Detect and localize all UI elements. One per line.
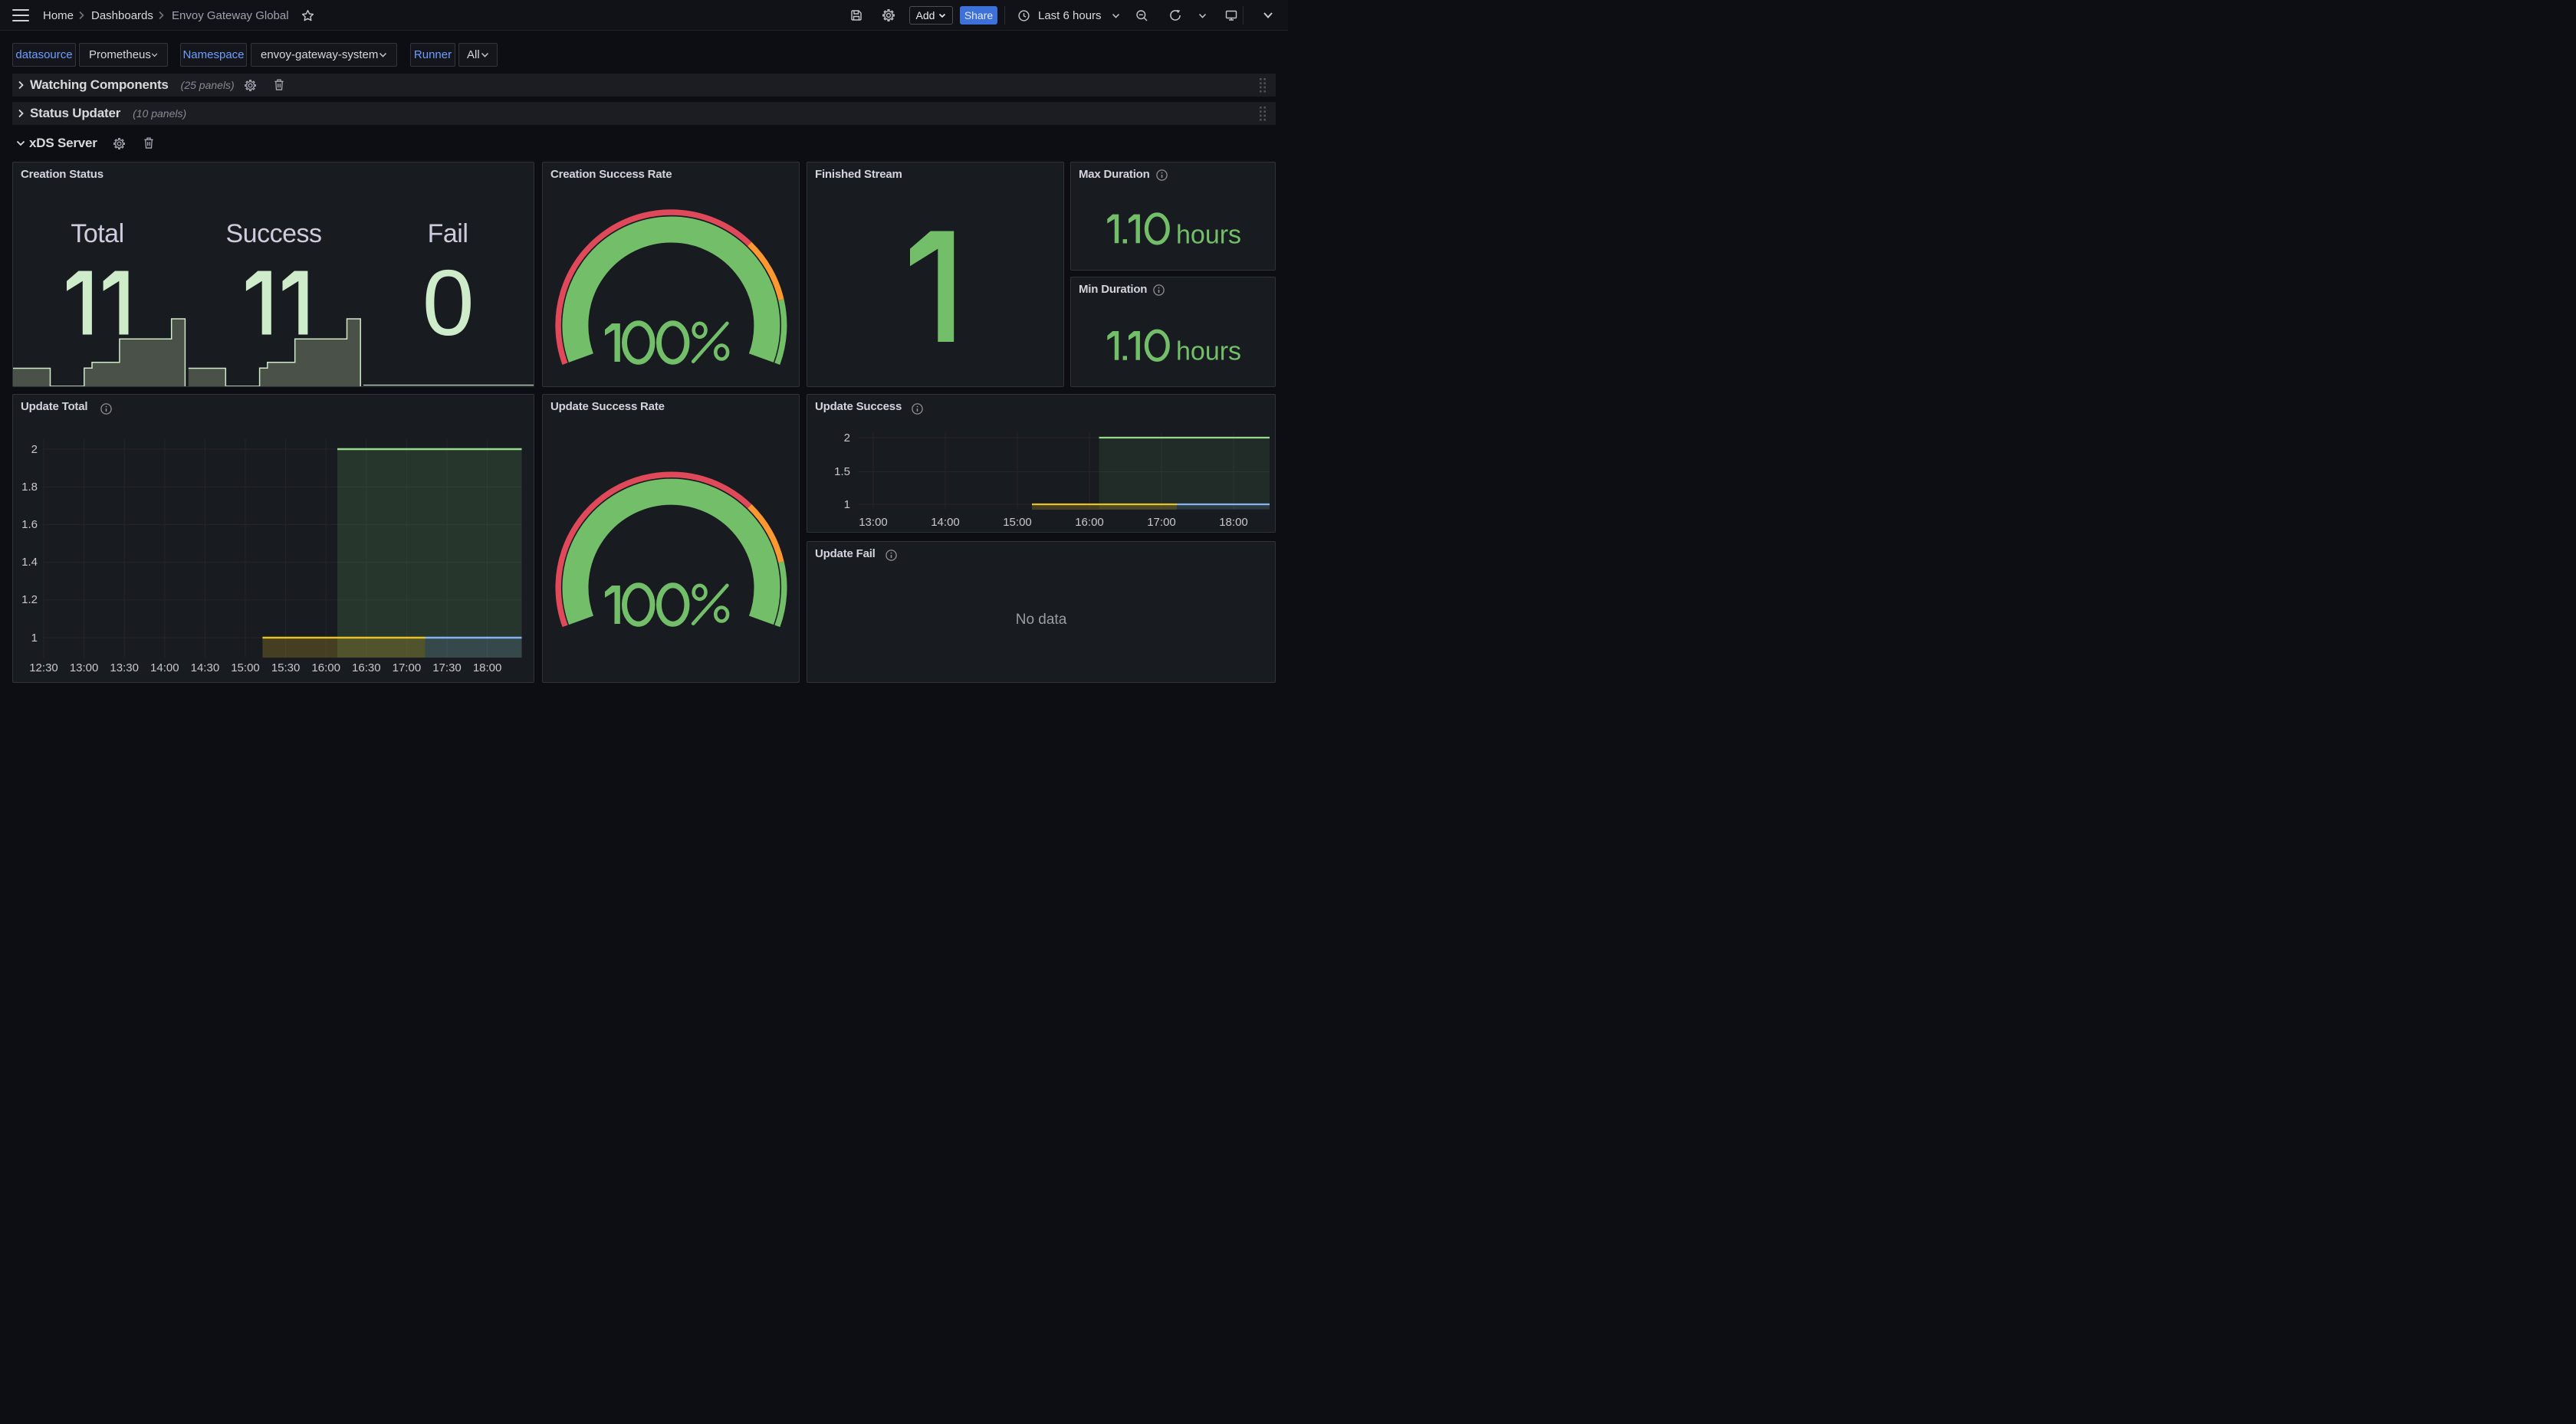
svg-text:15:00: 15:00	[1003, 516, 1032, 529]
svg-text:1: 1	[31, 632, 38, 645]
svg-text:16:30: 16:30	[352, 661, 381, 674]
svg-text:1.2: 1.2	[21, 593, 38, 606]
svg-text:1.4: 1.4	[21, 556, 38, 569]
svg-text:1.5: 1.5	[834, 465, 850, 478]
svg-text:12:30: 12:30	[29, 661, 58, 674]
svg-text:hours: hours	[1176, 337, 1241, 366]
svg-text:13:00: 13:00	[70, 661, 99, 674]
svg-text:2: 2	[844, 431, 850, 445]
svg-text:13:30: 13:30	[110, 661, 139, 674]
svg-text:Total: Total	[71, 219, 123, 248]
svg-text:15:30: 15:30	[271, 661, 301, 674]
svg-text:13:00: 13:00	[859, 516, 888, 529]
svg-text:18:00: 18:00	[473, 661, 502, 674]
svg-text:2: 2	[31, 443, 38, 456]
svg-text:17:00: 17:00	[393, 661, 422, 674]
svg-text:1.8: 1.8	[21, 481, 38, 494]
svg-text:15:00: 15:00	[231, 661, 260, 674]
svg-text:Fail: Fail	[428, 219, 468, 248]
svg-text:17:30: 17:30	[432, 661, 462, 674]
svg-text:16:00: 16:00	[311, 661, 340, 674]
svg-text:14:00: 14:00	[931, 516, 960, 529]
svg-text:18:00: 18:00	[1219, 516, 1248, 529]
svg-text:16:00: 16:00	[1075, 516, 1104, 529]
svg-text:1: 1	[844, 498, 850, 511]
svg-text:14:00: 14:00	[150, 661, 179, 674]
svg-text:17:00: 17:00	[1147, 516, 1176, 529]
svg-text:1.6: 1.6	[21, 518, 38, 531]
svg-text:0: 0	[422, 251, 475, 355]
svg-text:Success: Success	[226, 219, 322, 248]
svg-text:hours: hours	[1176, 220, 1241, 249]
svg-text:14:30: 14:30	[191, 661, 220, 674]
